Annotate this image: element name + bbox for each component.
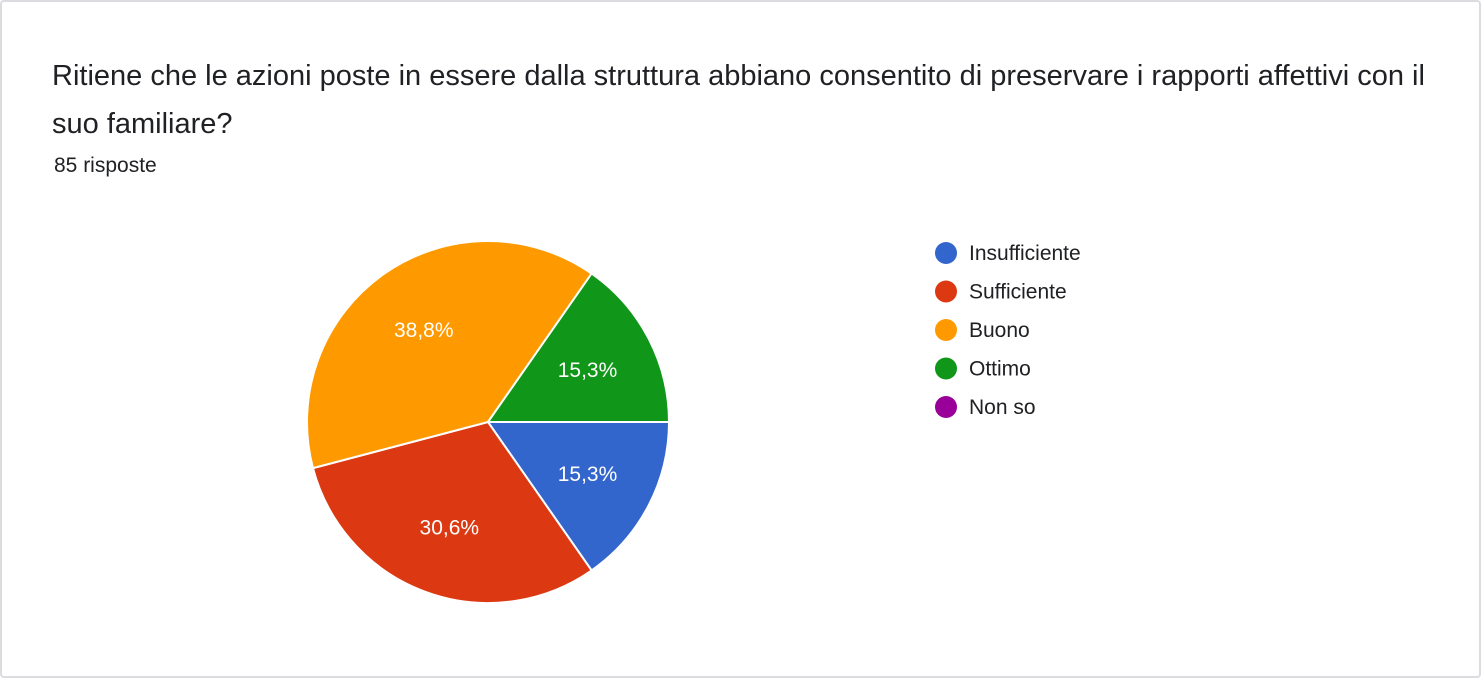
pie-slices	[306, 240, 671, 604]
legend-label: Buono	[969, 319, 1030, 342]
legend: Insufficiente Sufficiente Buono Ottimo Non s…	[935, 242, 1081, 419]
legend-item-insufficiente[interactable]: Insufficiente	[935, 242, 1081, 265]
legend-swatch	[935, 242, 957, 264]
legend-swatch	[935, 280, 957, 303]
pie-slice-sufficiente[interactable]	[311, 420, 594, 604]
legend-label: Insufficiente	[969, 242, 1081, 265]
legend-item-non-so[interactable]: Non so	[935, 396, 1036, 419]
legend-label: Ottimo	[969, 358, 1031, 381]
legend-swatch	[935, 396, 957, 418]
question-title: Ritiene che le azioni poste in essere da…	[52, 60, 1425, 140]
legend-item-sufficiente[interactable]: Sufficiente	[935, 280, 1067, 304]
pie-slice-insufficiente[interactable]	[486, 421, 671, 572]
pie-slice-labels: 15,3% 30,6% 38,8% 15,3%	[394, 319, 617, 539]
pie-slice-buono[interactable]	[306, 240, 594, 470]
legend-swatch	[935, 357, 957, 380]
legend-swatch	[935, 319, 957, 341]
legend-label: Sufficiente	[969, 281, 1067, 304]
legend-item-buono[interactable]: Buono	[935, 319, 1030, 342]
slice-value-label: 15,3%	[558, 359, 618, 382]
slice-value-label: 30,6%	[420, 516, 480, 539]
slice-value-label: 38,8%	[394, 319, 454, 342]
response-count: 85 risposte	[54, 154, 157, 177]
pie-slice-ottimo[interactable]	[486, 272, 671, 423]
legend-label: Non so	[969, 396, 1036, 419]
slice-value-label: 15,3%	[558, 463, 618, 486]
legend-item-ottimo[interactable]: Ottimo	[935, 357, 1031, 381]
